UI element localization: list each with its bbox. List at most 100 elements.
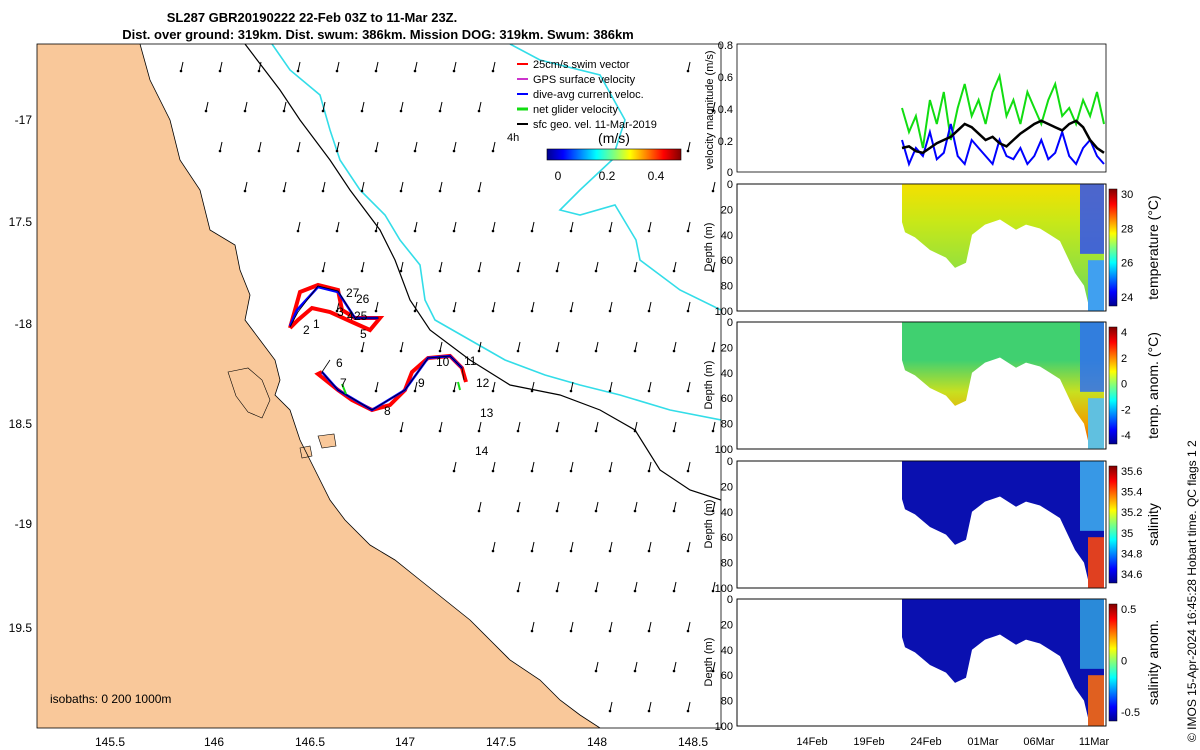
depth-y-tick: 0: [727, 179, 733, 191]
depth-y-tick: 60: [721, 670, 733, 682]
depth-section-edge: [1080, 184, 1104, 254]
velocity-series-line: [901, 123, 1105, 167]
sfc-velocity-arrow: [672, 581, 677, 593]
depth-y-tick: 20: [721, 619, 733, 631]
figure-title-line2: Dist. over ground: 319km. Dist. swum: 38…: [122, 27, 634, 42]
depth-y-label: Depth (m): [703, 361, 715, 410]
sfc-velocity-arrow: [633, 661, 638, 673]
sfc-velocity-arrow: [530, 381, 535, 393]
sfc-velocity-arrow: [530, 461, 535, 473]
sfc-velocity-arrow: [477, 101, 482, 113]
depth-colorbar-label: temperature (°C): [1145, 195, 1161, 299]
legend-interval-label: 4h: [507, 132, 519, 144]
map-panel: 1 2 3 4 5 6 7 8 9 10 11 12 13 14 25 26 2…: [9, 43, 722, 749]
sfc-velocity-arrow: [569, 541, 574, 553]
map-x-tick-label: 148.5: [678, 735, 708, 749]
depth-section-edge-deep: [1088, 537, 1104, 588]
sfc-velocity-arrow: [516, 261, 521, 273]
figure-title-line1: SL287 GBR20190222 22-Feb 03Z to 11-Mar 2…: [167, 10, 457, 25]
depth-y-label: Depth (m): [703, 223, 715, 272]
depth-colorbar: [1108, 188, 1118, 307]
time-tick: 01Mar: [967, 736, 999, 748]
sfc-velocity-arrow: [477, 261, 482, 273]
isobath-200-offshore: [509, 44, 721, 311]
sfc-velocity-arrow: [438, 261, 443, 273]
day-label-4: 4: [347, 309, 354, 323]
sfc-velocity-arrow: [282, 181, 287, 193]
land-mass: [37, 44, 600, 728]
sfc-velocity-arrow: [555, 261, 560, 273]
depth-y-tick: 20: [721, 481, 733, 493]
depth-y-tick: 100: [715, 721, 733, 733]
depth-section-field: [902, 461, 1104, 588]
sfc-velocity-arrow: [569, 221, 574, 233]
depth-section-edge-deep: [1088, 260, 1104, 311]
sfc-velocity-arrow: [257, 141, 262, 153]
legend-net-label: net glider velocity: [533, 104, 618, 116]
map-y-tick-label: 19.5: [9, 621, 33, 635]
sfc-velocity-arrow: [530, 301, 535, 313]
depth-colorbar-tick: -0.5: [1121, 707, 1140, 719]
sfc-velocity-arrow: [491, 141, 496, 153]
velocity-series-line: [901, 119, 1105, 155]
depth-y-tick: 80: [721, 696, 733, 708]
sfc-velocity-arrow: [686, 461, 691, 473]
depth-y-tick: 60: [721, 255, 733, 267]
sfc-velocity-arrow: [608, 541, 613, 553]
net-velocity-mark-east: [457, 381, 461, 391]
sfc-velocity-arrow: [555, 341, 560, 353]
sfc-velocity-arrow: [608, 621, 613, 633]
time-tick: 14Feb: [796, 736, 827, 748]
velocity-y-ticks: 0.8 0.6 0.4 0.2 0: [718, 40, 733, 179]
sfc-velocity-arrow: [647, 461, 652, 473]
sfc-velocity-arrow: [413, 141, 418, 153]
sfc-velocity-arrow: [647, 301, 652, 313]
sfc-velocity-arrow: [438, 181, 443, 193]
day-label-7: 7: [340, 376, 347, 390]
sfc-velocity-arrow: [477, 421, 482, 433]
map-colorbar-unit: (m/s): [598, 130, 630, 146]
sfc-velocity-arrow: [594, 661, 599, 673]
sfc-velocity-arrow: [555, 581, 560, 593]
map-x-tick-label: 146: [204, 735, 224, 749]
sfc-velocity-arrow: [672, 661, 677, 673]
day-label-1: 1: [313, 317, 320, 331]
sfc-velocity-arrow: [360, 261, 365, 273]
depth-colorbar-label: temp. anom. (°C): [1145, 332, 1161, 439]
sfc-velocity-arrow: [594, 261, 599, 273]
sfc-velocity-arrow: [360, 181, 365, 193]
depth-y-tick: 80: [721, 281, 733, 293]
sfc-velocity-arrow: [569, 621, 574, 633]
sfc-velocity-arrow: [608, 701, 613, 713]
sfc-velocity-arrow: [413, 301, 418, 313]
map-y-tick-label: -19: [15, 517, 33, 531]
sfc-velocity-arrow: [452, 221, 457, 233]
depth-y-tick: 40: [721, 645, 733, 657]
sfc-velocity-arrow: [282, 101, 287, 113]
sfc-velocity-arrow: [711, 181, 716, 193]
day-labels: 1 2 3 4 5 6 7 8 9 10 11 12 13 14 25 26 2…: [303, 286, 494, 458]
sfc-velocity-arrow: [516, 341, 521, 353]
sfc-velocity-arrow: [686, 381, 691, 393]
map-y-tick-label: 17.5: [9, 215, 33, 229]
sfc-velocity-arrow: [569, 301, 574, 313]
depth-panel: 0 20 40 60 80 100 Depth (m) 35.6 35.4 35.2 35 34.8 3…: [703, 456, 1161, 595]
sfc-velocity-arrow: [594, 501, 599, 513]
isobath-note: isobaths: 0 200 1000m: [50, 692, 171, 706]
sfc-velocity-arrow: [516, 421, 521, 433]
sfc-velocity-arrow: [243, 181, 248, 193]
depth-panel: 0 20 40 60 80 100 Depth (m) 30 28 26 24 temperature…: [703, 179, 1161, 318]
day-label-25: 25: [354, 309, 368, 323]
sfc-velocity-arrow: [647, 221, 652, 233]
map-colorbar-tick: 0: [555, 169, 562, 183]
day-label-13: 13: [480, 406, 494, 420]
sfc-velocity-arrow: [530, 621, 535, 633]
depth-colorbar-tick: 28: [1121, 223, 1133, 235]
credit-line: © IMOS 15-Apr-2024 16:45:28 Hobart time.…: [1185, 440, 1199, 742]
island-small: [317, 433, 337, 449]
sfc-velocity-arrow: [452, 381, 457, 393]
sfc-velocity-arrow: [257, 61, 262, 73]
sfc-velocity-arrow: [204, 101, 209, 113]
depth-y-tick: 20: [721, 204, 733, 216]
